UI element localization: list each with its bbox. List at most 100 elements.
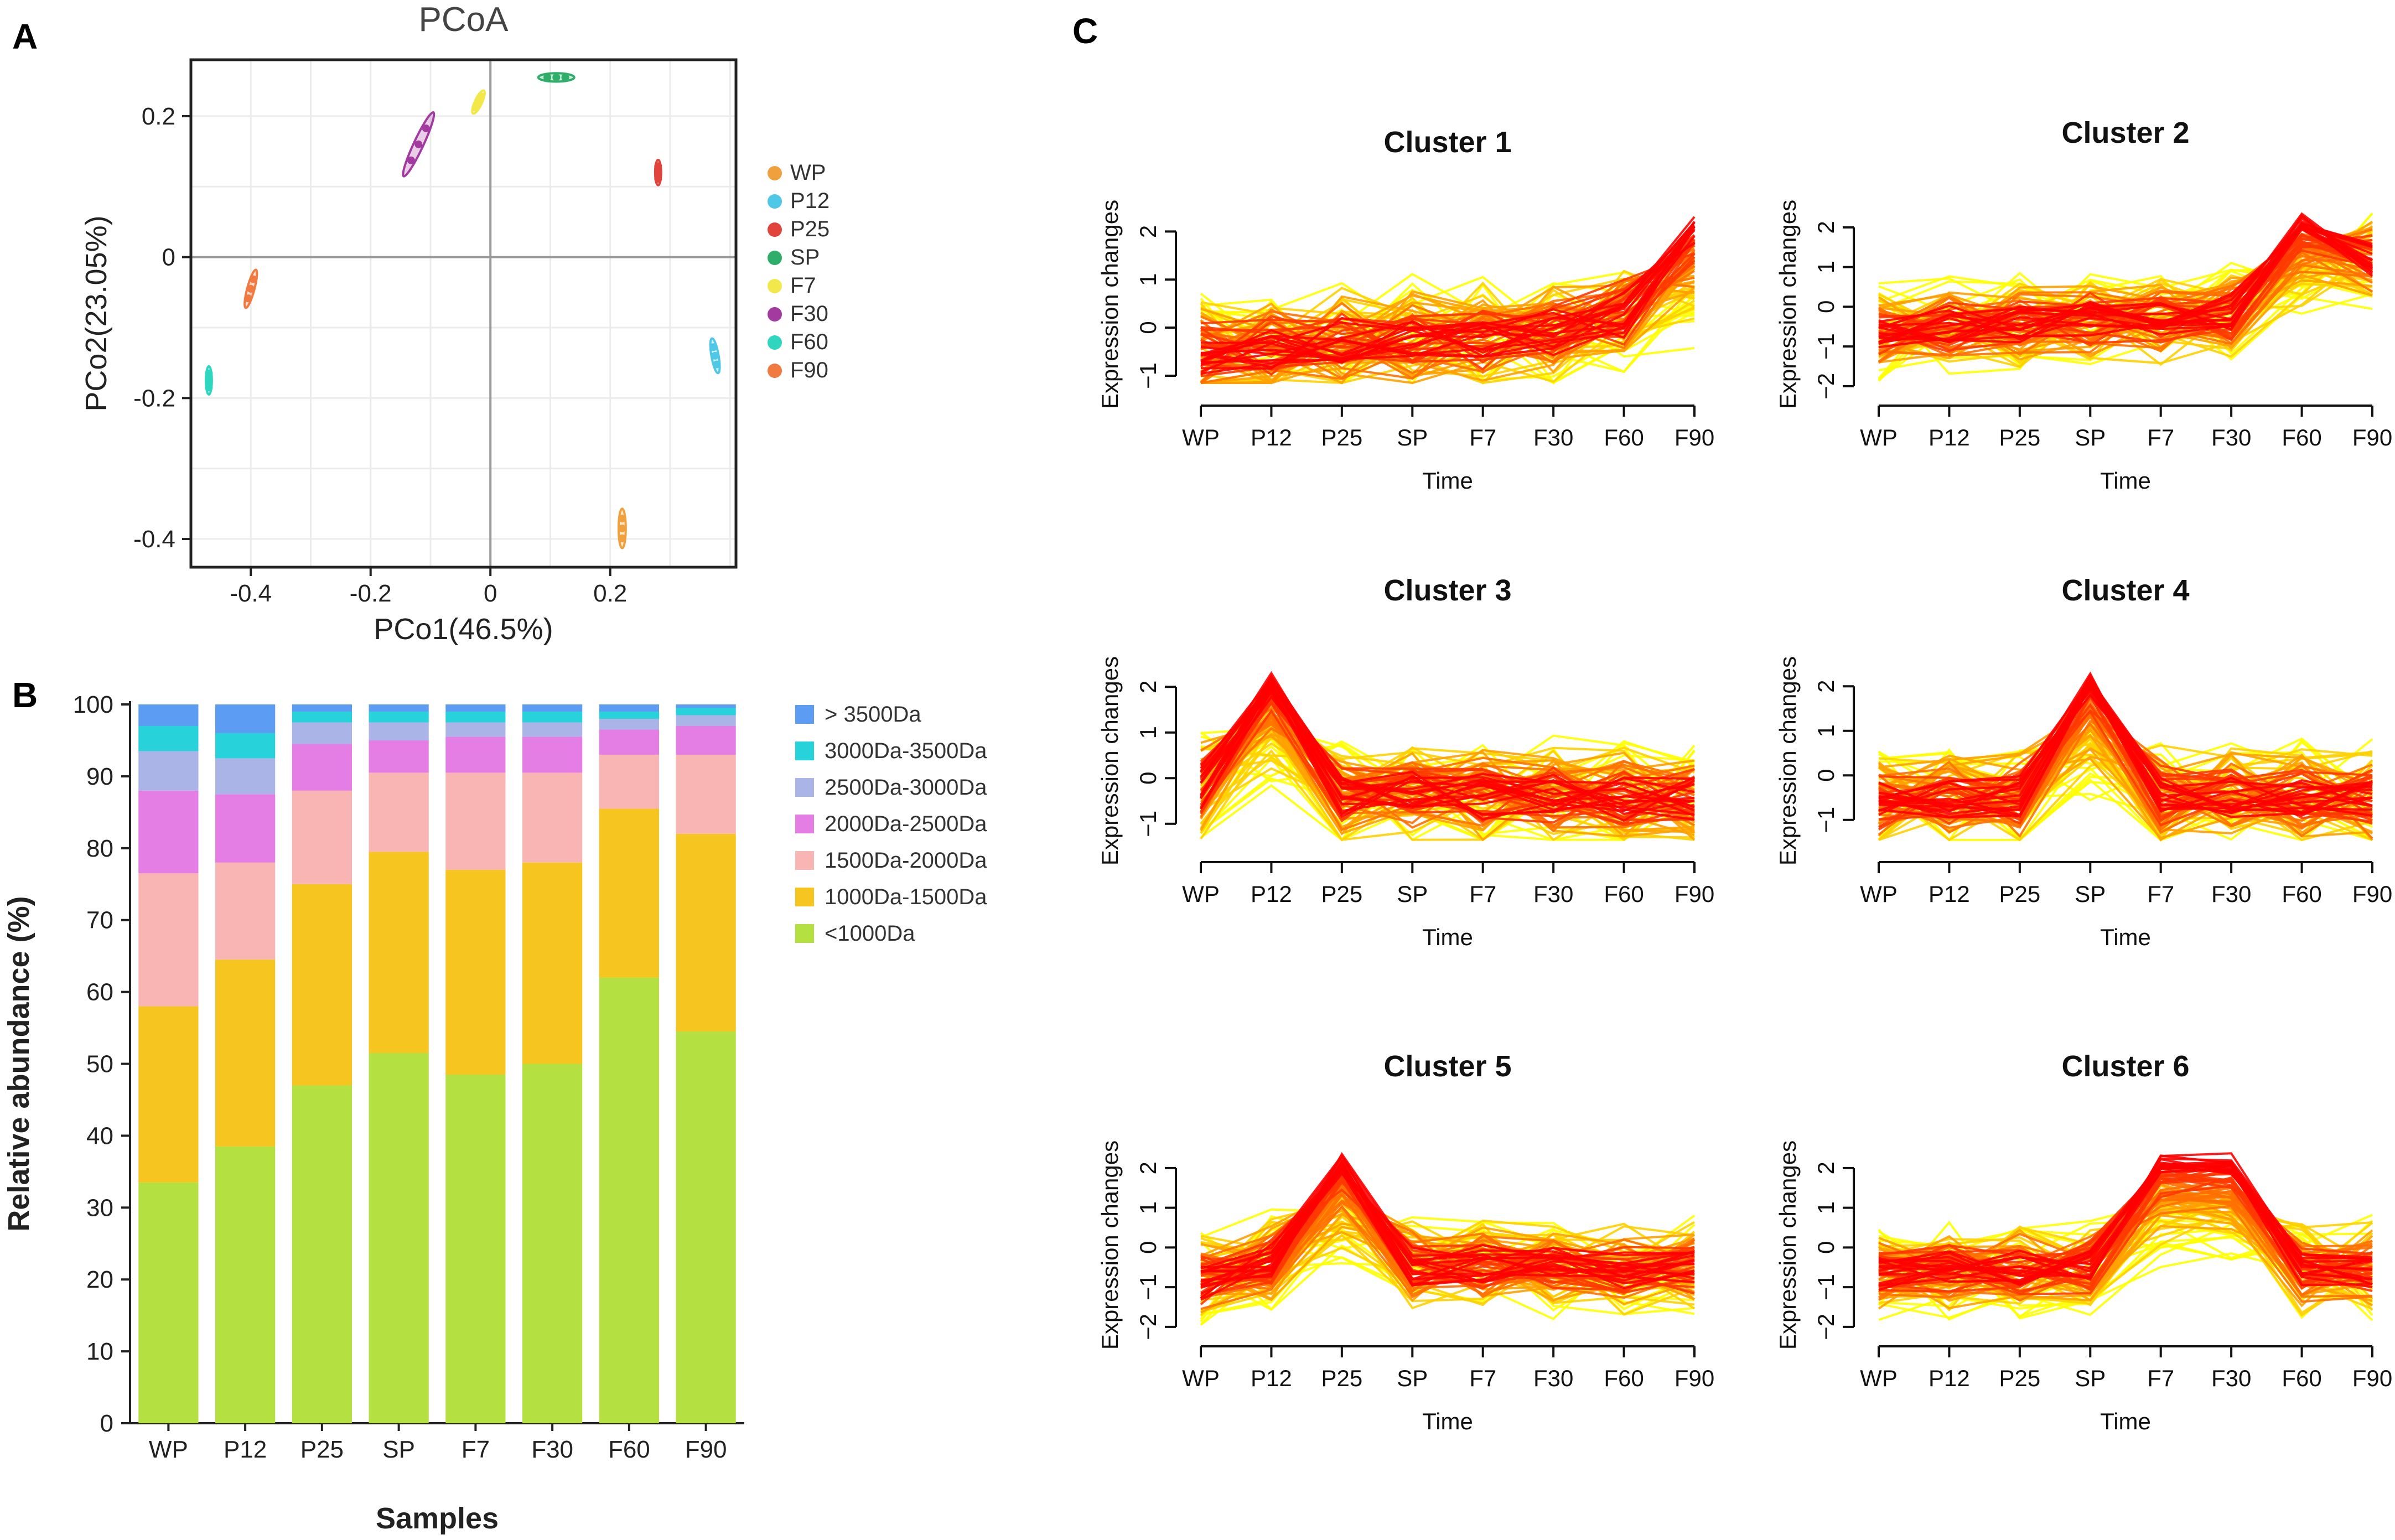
cluster-1-line [1200,216,1696,364]
pcoa-legend-marker-WP [768,166,782,180]
pcoa-point-WP [618,515,626,523]
pcoa-point-F60 [205,369,213,377]
pcoa-point-WP [618,524,626,532]
bar-segment-F90-6 [676,704,736,708]
pcoa-legend-label-F90: F90 [790,358,828,382]
cluster-5-line [1200,1152,1695,1282]
cluster-1-xtick-label: F90 [1675,424,1714,450]
cluster-title-3: Cluster 3 [1383,574,1511,607]
bar-segment-SP-4 [369,722,429,740]
bar-segment-P25-5 [292,711,352,723]
bar-segment-F60-2 [599,754,659,809]
pcoa-point-P25 [654,162,662,170]
pcoa-ytick-label: -0.4 [133,526,175,553]
cluster-1-line [1200,262,1696,382]
cluster-4-xtick-label: WP [1860,881,1898,907]
pcoa-xtick-label: -0.4 [230,580,272,607]
cluster-3-line [1200,676,1695,815]
bar-segment-F7-3 [445,737,506,773]
pcoa-point-P25 [654,168,662,177]
pcoa-xtick-label: 0 [484,580,497,607]
cluster-title-2: Cluster 2 [2061,116,2189,149]
bar-ytick-label: 50 [86,1051,113,1078]
cluster-title-6: Cluster 6 [2061,1050,2189,1083]
pcoa-xtick-label: -0.2 [350,580,392,607]
cluster-3-xtick-label: WP [1182,881,1220,907]
pcoa-legend-marker-F60 [768,335,782,350]
cluster-4-xlabel: Time [2100,924,2151,950]
cluster-4-xtick-label: F60 [2282,881,2321,907]
cluster-4-line [1878,680,2373,803]
cluster-4-line [1878,748,2373,837]
cluster-4-ytick-label: 0 [1813,769,1839,782]
cluster-1-line [1200,221,1696,375]
abundance-panel: 0 10 20 30 40 50 60 70 80 90 100 WP P12 P25 SP F7 F30 F60… [2,691,987,1535]
pcoa-point-SP [552,73,561,81]
cluster-plot-1: Cluster 1 −1 0 1 2 WP P12 P25 SP F7 F30 F60 F90 Time E… [1097,126,1714,494]
bar-ytick-label: 0 [100,1410,113,1437]
cluster-title-4: Cluster 4 [2061,574,2189,607]
cluster-1-xtick-label: F60 [1604,424,1644,450]
bar-segment-F7-1 [445,869,506,1075]
bar-segment-F7-2 [445,772,506,870]
bar-xtick-label: WP [149,1436,188,1463]
cluster-4-line [1878,671,2373,812]
bar-legend-swatch-1 [795,888,814,906]
bar-segment-F60-6 [599,704,659,712]
bar-segment-P12-6 [215,704,276,733]
bar-segment-P25-2 [292,790,352,884]
bar-segment-P12-2 [215,862,276,960]
cluster-2-xtick-label: P25 [1999,424,2040,450]
pcoa-legend-label-F60: F60 [790,330,828,354]
bar-segment-WP-6 [138,704,199,726]
cluster-plot-2: Cluster 2 −2 −1 0 1 2 WP P12 P25 SP F7 F30 F60 F90 Tim… [1775,116,2392,494]
cluster-6-xtick-label: P25 [1999,1365,2040,1391]
cluster-4-ylabel: Expression changes [1775,656,1801,865]
cluster-4-xtick-label: F7 [2147,881,2174,907]
cluster-plot-4: Cluster 4 −1 0 1 2 WP P12 P25 SP F7 F30 F60 F90 Time E… [1775,574,2392,950]
bar-legend-label-3: 2000Da-2500Da [825,812,987,836]
cluster-3-line [1200,674,1695,811]
cluster-1-ytick-label: 2 [1135,225,1161,238]
cluster-2-xtick-label: F90 [2352,424,2392,450]
cluster-5-ytick-label: −2 [1135,1314,1161,1340]
bar-ytick-label: 80 [86,835,113,862]
cluster-5-xtick-label: WP [1182,1365,1220,1391]
pcoa-point-P12 [712,360,720,369]
bar-segment-F90-4 [676,715,736,726]
pcoa-title: PCoA [419,1,509,39]
cluster-1-line [1200,226,1696,360]
bar-segment-P12-5 [215,733,276,759]
bar-segment-WP-5 [138,725,199,751]
bar-segment-P12-3 [215,794,276,863]
cluster-2-ylabel: Expression changes [1775,200,1801,409]
cluster-1-xlabel: Time [1422,468,1473,494]
pcoa-point-F60 [205,383,213,392]
pcoa-point-P12 [709,343,718,351]
bar-xtick-label: SP [382,1436,415,1463]
cluster-4-line [1878,765,2373,842]
cluster-5-line [1200,1155,1695,1276]
bar-segment-P25-0 [292,1085,352,1423]
bar-segment-SP-6 [369,704,429,712]
bar-legend-label-6: > 3500Da [825,702,921,727]
cluster-5-line [1200,1193,1695,1288]
cluster-2-line [1878,257,2373,315]
cluster-2-xtick-label: SP [2075,424,2106,450]
pcoa-point-F7 [474,98,483,106]
pcoa-legend-label-WP: WP [790,160,826,185]
bar-xtick-label: F30 [531,1436,573,1463]
bar-segment-F30-2 [522,772,583,863]
cluster-1-xtick-label: SP [1397,424,1428,450]
cluster-3-xtick-label: F30 [1533,881,1573,907]
cluster-6-ytick-label: 1 [1813,1201,1839,1214]
bar-xtick-label: F90 [685,1436,727,1463]
cluster-3-xtick-label: F60 [1604,881,1644,907]
cluster-4-ytick-label: 1 [1813,724,1839,737]
bar-xtick-label: P12 [224,1436,267,1463]
cluster-2-xtick-label: F60 [2282,424,2321,450]
cluster-title-1: Cluster 1 [1383,126,1511,159]
cluster-6-ylabel: Expression changes [1775,1140,1801,1350]
cluster-6-xtick-label: F30 [2211,1365,2251,1391]
